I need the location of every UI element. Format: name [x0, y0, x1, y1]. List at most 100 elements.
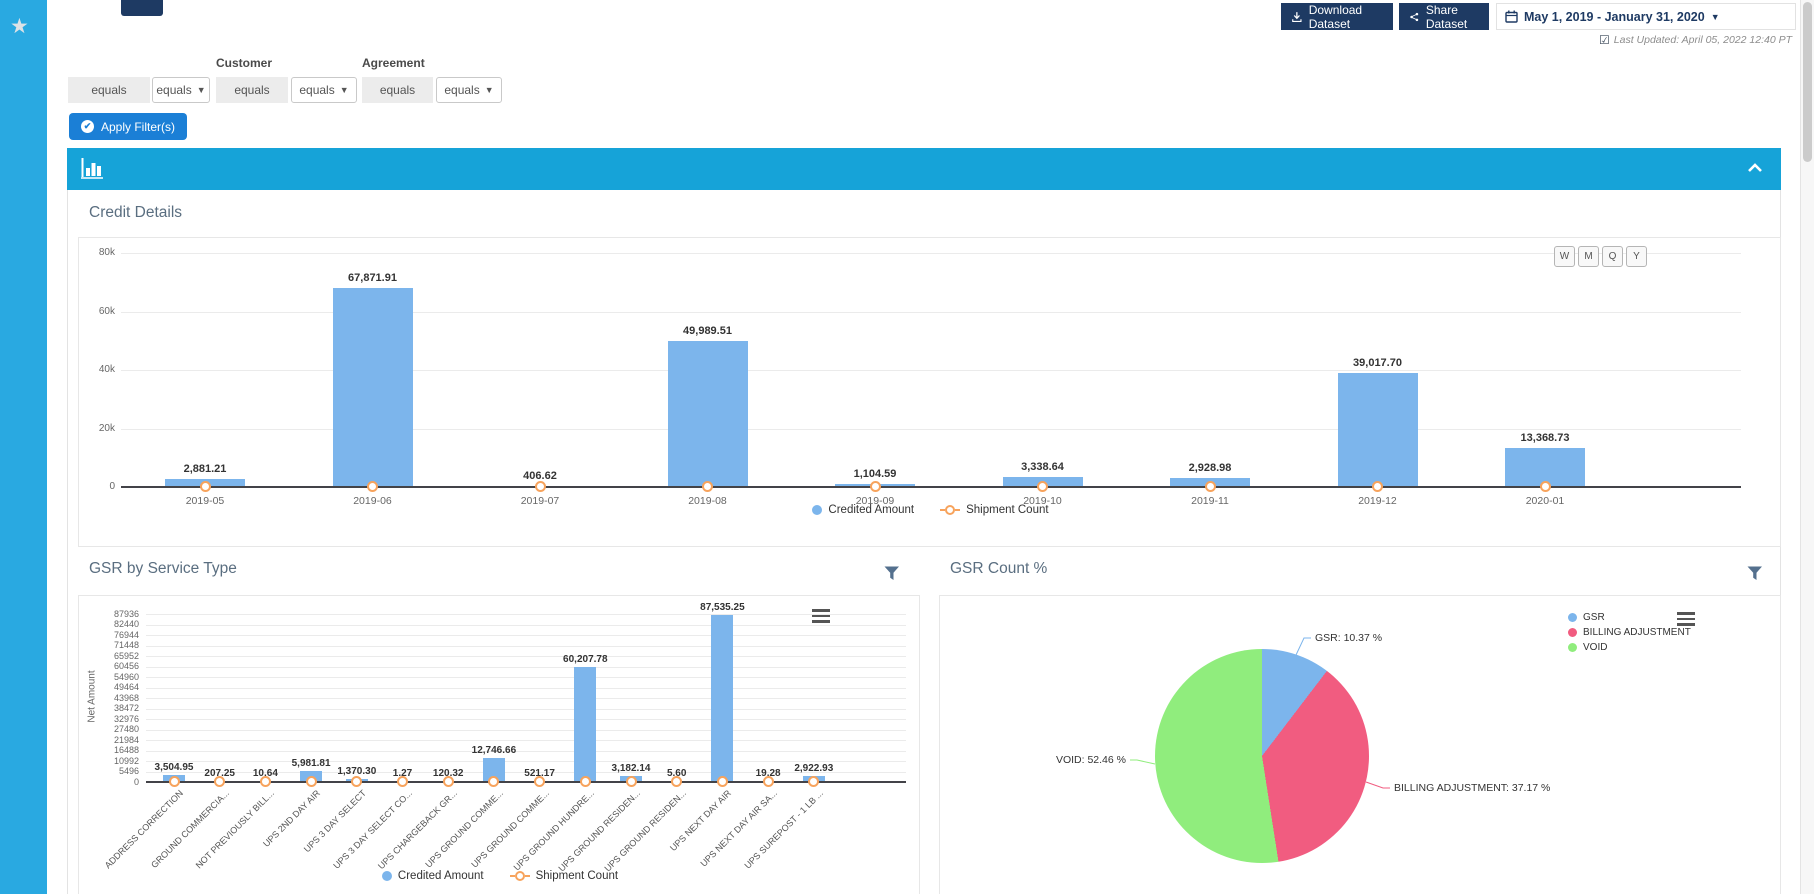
- legend-label: Shipment Count: [966, 504, 1049, 516]
- download-dataset-label: Download Dataset: [1308, 2, 1363, 31]
- legend-item-billing-adjustment[interactable]: BILLING ADJUSTMENT: [1568, 627, 1691, 638]
- filter-funnel-icon[interactable]: [1747, 566, 1763, 581]
- gsr-by-service-type-plot: 87936 82440 76944 71448 65952 60456 54960 49464…: [79, 596, 921, 894]
- filter-value-agreement[interactable]: equals: [362, 77, 433, 103]
- customer-filter-label: Customer: [216, 56, 273, 70]
- shipment-count-marker: [259, 776, 271, 787]
- shipment-count-line: [146, 780, 906, 783]
- chart-menu-icon[interactable]: [812, 609, 830, 623]
- range-button-y[interactable]: Y: [1626, 246, 1647, 267]
- y-gridline: [121, 428, 1741, 430]
- gsr-count-title: GSR Count %: [950, 560, 1048, 577]
- y-tick-label: 87936: [113, 608, 139, 619]
- filter-value-customer[interactable]: equals: [216, 77, 288, 103]
- collapse-chevron-up-icon[interactable]: [1747, 163, 1763, 173]
- bar-data-label: 3,338.64: [1021, 461, 1064, 474]
- chart-legend: Credited Amount Shipment Count: [79, 870, 921, 882]
- shipment-count-marker: [1539, 481, 1551, 492]
- y-tick-label: 80k: [98, 247, 115, 258]
- y-gridline: [146, 719, 906, 720]
- y-gridline: [121, 370, 1741, 371]
- legend-label: Shipment Count: [535, 870, 619, 882]
- bar-credited-amount: [1337, 372, 1418, 487]
- y-tick-label: 16488: [113, 745, 139, 755]
- legend-marker-line: [509, 871, 530, 881]
- y-tick-label: 82440: [113, 619, 139, 629]
- shipment-count-line: [121, 485, 1741, 488]
- range-button-q[interactable]: Q: [1602, 246, 1623, 267]
- apply-filters-button[interactable]: ✔ Apply Filter(s): [69, 113, 188, 140]
- x-axis-label: 2019-12: [1358, 495, 1397, 507]
- favorite-star-icon[interactable]: ★: [10, 15, 29, 38]
- shipment-count-marker: [168, 776, 180, 787]
- y-gridline: [146, 729, 906, 731]
- y-gridline: [146, 645, 906, 647]
- y-tick-label: 27480: [113, 724, 139, 734]
- filter-operator-customer-label: equals: [299, 83, 335, 97]
- y-gridline: [121, 487, 1741, 488]
- filter-operator-agreement[interactable]: equals ▼: [436, 77, 502, 103]
- y-tick-label: 60k: [98, 305, 115, 317]
- legend-item-shipment-count[interactable]: Shipment Count: [509, 870, 619, 882]
- filter-funnel-icon[interactable]: [884, 566, 900, 581]
- range-button-w[interactable]: W: [1554, 246, 1575, 267]
- share-dataset-button[interactable]: Share Dataset: [1399, 3, 1489, 31]
- legend-label: GSR: [1583, 612, 1605, 623]
- y-gridline: [146, 614, 906, 615]
- y-gridline: [146, 782, 906, 783]
- y-tick-label: 43968: [113, 692, 139, 703]
- download-icon: [1292, 11, 1302, 22]
- credit-details-plot: 80k 60k 40k 20k 0 2,881.21 2019-05 67,871.91 201…: [79, 238, 1782, 548]
- shipment-count-marker: [442, 776, 454, 787]
- date-range-selector[interactable]: May 1, 2019 - January 31, 2020 ▼: [1496, 3, 1796, 30]
- range-button-m[interactable]: M: [1578, 246, 1599, 267]
- legend-marker-circle: [812, 505, 823, 515]
- filter-operator-1[interactable]: equals ▼: [152, 77, 210, 103]
- y-gridline: [146, 656, 906, 657]
- legend-item-shipment-count[interactable]: Shipment Count: [940, 504, 1049, 516]
- bar-data-label: 10.64: [252, 767, 278, 779]
- shipment-count-marker: [534, 481, 546, 492]
- download-dataset-button[interactable]: Download Dataset: [1281, 2, 1393, 31]
- y-gridline: [146, 635, 906, 636]
- apply-filters-label: Apply Filter(s): [101, 119, 176, 134]
- pie-slice-label: BILLING ADJUSTMENT: 37.17 %: [1394, 782, 1551, 794]
- scrollbar-thumb[interactable]: [1803, 2, 1812, 162]
- filter-value-1[interactable]: equals: [68, 77, 150, 103]
- bar-data-label: 120.32: [432, 767, 464, 779]
- legend-item-void[interactable]: VOID: [1568, 642, 1607, 653]
- legend-label: VOID: [1583, 642, 1608, 653]
- y-tick-label: 71448: [113, 640, 139, 650]
- shipment-count-marker: [305, 776, 317, 787]
- bar-data-label: 2,881.21: [183, 462, 227, 475]
- y-tick-label: 32976: [113, 713, 139, 724]
- y-gridline: [146, 750, 906, 752]
- y-tick-label: 21984: [113, 734, 139, 745]
- bar-data-label: 5.60: [666, 767, 687, 779]
- bar-credited-amount: [332, 288, 413, 487]
- chart-menu-icon[interactable]: [1677, 612, 1695, 626]
- filter-operator-agreement-label: equals: [444, 83, 480, 97]
- y-tick-label: 65952: [113, 650, 139, 661]
- y-tick-label: 60456: [113, 661, 139, 671]
- shipment-count-marker: [1204, 481, 1216, 492]
- y-axis-title: Net Amount: [86, 670, 98, 723]
- y-gridline: [146, 677, 906, 678]
- last-updated-text: ☑ Last Updated: April 05, 2022 12:40 PT: [1599, 33, 1792, 47]
- charts-panel-header[interactable]: [67, 148, 1781, 190]
- legend-marker-circle: [1568, 613, 1577, 622]
- chevron-down-icon: ▼: [339, 85, 349, 95]
- legend-item-credited-amount[interactable]: Credited Amount: [381, 870, 484, 882]
- x-axis-label: 2019-09: [855, 495, 895, 507]
- calendar-icon: [1505, 10, 1518, 23]
- shipment-count-marker: [534, 776, 546, 787]
- legend-item-credited-amount[interactable]: Credited Amount: [812, 504, 914, 516]
- y-tick-label: 10992: [113, 755, 139, 766]
- gsr-by-service-type-title: GSR by Service Type: [89, 560, 237, 577]
- legend-item-gsr[interactable]: GSR: [1568, 612, 1605, 623]
- filter-operator-customer[interactable]: equals ▼: [291, 77, 357, 103]
- bar-data-label: 406.62: [523, 469, 557, 482]
- shipment-count-marker: [702, 481, 713, 492]
- page-scrollbar[interactable]: [1800, 0, 1814, 894]
